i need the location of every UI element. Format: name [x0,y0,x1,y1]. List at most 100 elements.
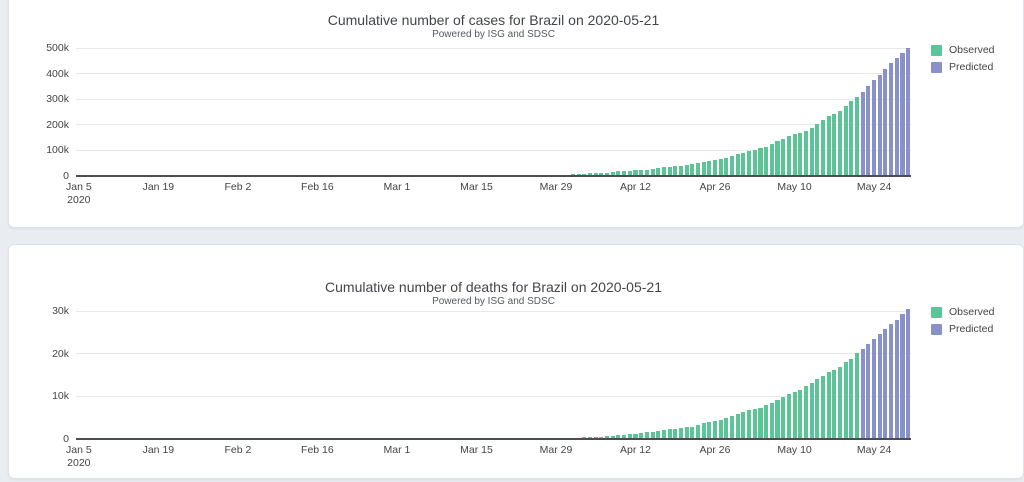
bar-observed[interactable] [820,375,825,439]
bar-observed[interactable] [854,353,860,439]
bar-observed[interactable] [712,160,718,176]
bar-observed[interactable] [730,415,735,439]
bar-observed[interactable] [633,170,638,176]
legend-item-predicted[interactable]: Predicted [931,61,995,73]
bar-observed[interactable] [837,367,843,439]
bar-observed[interactable] [758,407,763,439]
bar-observed[interactable] [837,110,843,176]
bar-observed[interactable] [656,430,661,439]
bar-observed[interactable] [622,170,627,176]
bar-observed[interactable] [786,393,791,439]
bar-observed[interactable] [576,173,581,176]
bar-observed[interactable] [764,146,769,176]
bar-predicted[interactable] [866,85,871,176]
bar-observed[interactable] [627,170,632,176]
bar-observed[interactable] [775,399,780,439]
bar-predicted[interactable] [900,52,905,176]
bar-predicted[interactable] [906,309,911,439]
bar-observed[interactable] [735,154,740,176]
bar-observed[interactable] [724,417,729,439]
bar-observed[interactable] [724,157,729,176]
bar-predicted[interactable] [883,329,888,439]
bar-observed[interactable] [582,173,587,176]
bar-observed[interactable] [826,372,831,439]
bar-observed[interactable] [781,138,786,176]
bar-observed[interactable] [741,412,746,439]
bar-observed[interactable] [667,429,672,439]
bar-observed[interactable] [673,166,678,176]
bar-observed[interactable] [752,409,757,439]
bar-observed[interactable] [588,173,593,176]
bar-observed[interactable] [752,150,757,176]
bar-observed[interactable] [803,130,808,176]
bar-observed[interactable] [616,171,621,176]
bar-observed[interactable] [747,151,752,176]
bar-observed[interactable] [712,421,718,439]
bar-observed[interactable] [701,423,706,439]
bar-observed[interactable] [781,396,786,439]
bar-observed[interactable] [843,362,848,439]
bar-predicted[interactable] [889,324,894,439]
bar-predicted[interactable] [860,91,865,176]
bar-observed[interactable] [707,421,712,439]
bar-observed[interactable] [854,96,860,176]
bar-observed[interactable] [678,165,683,176]
bar-observed[interactable] [832,370,837,439]
bar-predicted[interactable] [894,57,899,176]
bar-predicted[interactable] [900,314,905,439]
bar-observed[interactable] [684,427,689,439]
bar-observed[interactable] [798,132,803,176]
bar-observed[interactable] [792,391,797,439]
bar-observed[interactable] [661,167,666,176]
bar-observed[interactable] [849,358,854,439]
bar-observed[interactable] [769,143,774,176]
bar-predicted[interactable] [894,319,899,439]
bar-observed[interactable] [718,419,723,439]
bar-observed[interactable] [843,106,848,176]
bar-predicted[interactable] [883,69,888,176]
bar-observed[interactable] [627,434,632,439]
bar-observed[interactable] [644,169,649,176]
bar-predicted[interactable] [872,339,877,439]
bar-observed[interactable] [644,432,649,439]
bar-observed[interactable] [741,152,746,176]
bar-observed[interactable] [639,170,644,176]
bar-predicted[interactable] [872,80,877,176]
bar-observed[interactable] [616,434,621,439]
bar-observed[interactable] [792,134,797,176]
bar-observed[interactable] [599,436,604,439]
bar-observed[interactable] [695,163,701,176]
bar-observed[interactable] [667,166,672,176]
bar-observed[interactable] [747,410,752,439]
bar-observed[interactable] [803,386,808,439]
bar-observed[interactable] [610,435,615,439]
bar-observed[interactable] [622,434,627,439]
bar-observed[interactable] [775,141,780,176]
bar-observed[interactable] [605,172,610,176]
bar-observed[interactable] [610,171,615,176]
bar-observed[interactable] [701,162,706,176]
bar-observed[interactable] [815,379,820,439]
bar-observed[interactable] [650,431,655,439]
bar-observed[interactable] [661,429,666,439]
bar-observed[interactable] [673,428,678,439]
bar-predicted[interactable] [877,74,882,176]
bar-observed[interactable] [730,156,735,176]
bar-observed[interactable] [832,114,837,176]
bar-observed[interactable] [605,436,610,439]
bar-predicted[interactable] [877,334,882,439]
bar-predicted[interactable] [866,344,871,439]
bar-observed[interactable] [826,116,831,176]
bar-observed[interactable] [639,433,644,439]
bar-predicted[interactable] [889,63,894,176]
bar-observed[interactable] [599,172,604,176]
bar-observed[interactable] [718,158,723,176]
bar-observed[interactable] [656,168,661,176]
legend-item-predicted[interactable]: Predicted [931,323,995,335]
legend-item-observed[interactable]: Observed [931,44,995,56]
bar-observed[interactable] [735,413,740,439]
bar-predicted[interactable] [906,47,911,176]
bar-observed[interactable] [764,405,769,439]
bar-observed[interactable] [684,164,689,176]
bar-observed[interactable] [809,127,814,176]
